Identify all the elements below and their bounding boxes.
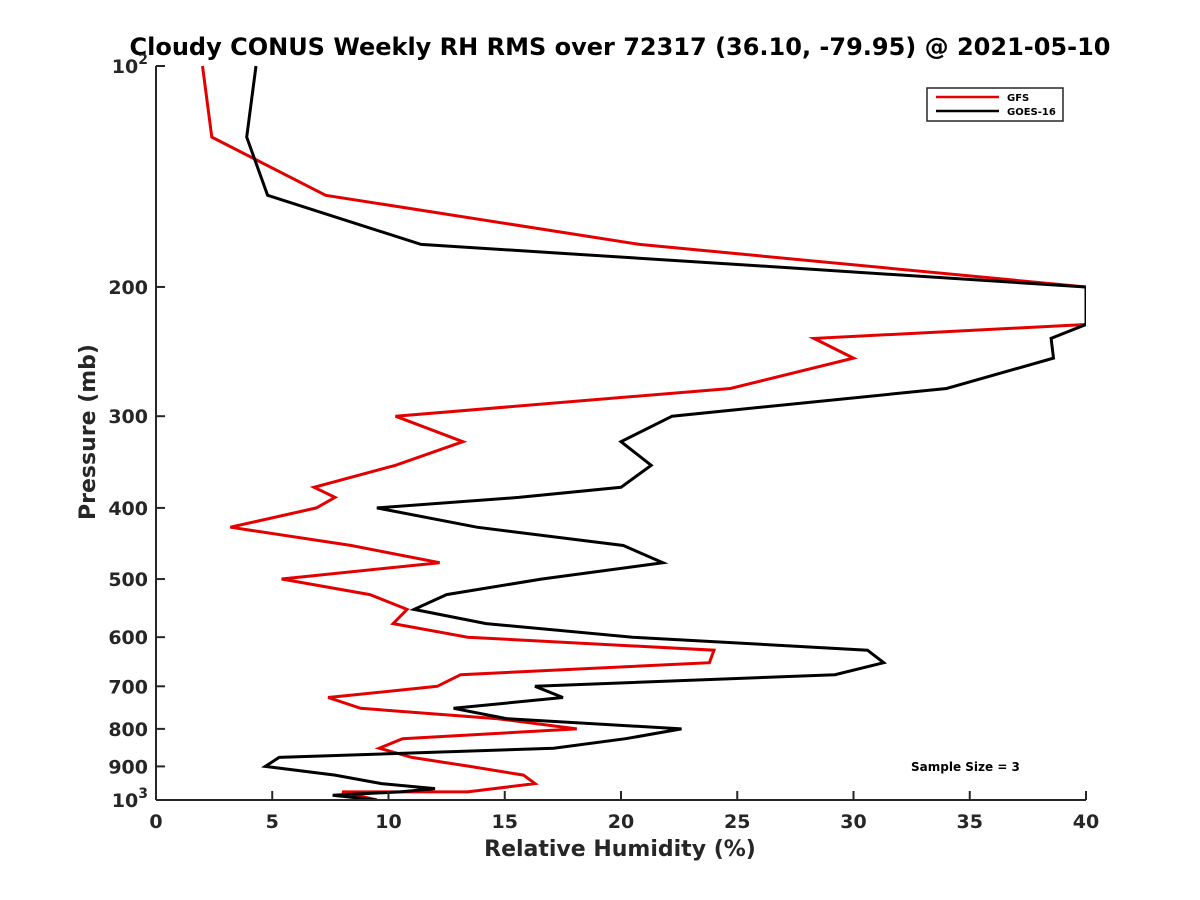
- x-tick-label: 30: [840, 811, 866, 833]
- chart-title: Cloudy CONUS Weekly RH RMS over 72317 (3…: [130, 33, 1111, 61]
- legend-label-goes-16: GOES-16: [1007, 107, 1056, 118]
- y-tick-label: 103: [112, 786, 148, 812]
- x-axis-label: Relative Humidity (%): [484, 837, 756, 862]
- legend-label-gfs: GFS: [1007, 93, 1029, 104]
- y-tick-label: 900: [108, 756, 148, 778]
- x-tick-label: 10: [375, 811, 401, 833]
- y-tick-label: 500: [108, 569, 148, 591]
- x-tick-label: 5: [266, 811, 279, 833]
- y-tick-label: 102: [112, 52, 148, 78]
- plot-lines: [201, 65, 1086, 801]
- x-tick-label: 15: [492, 811, 518, 833]
- x-tick-label: 0: [149, 811, 162, 833]
- legend: GFS GOES-16: [926, 87, 1064, 122]
- y-tick-label: 700: [108, 676, 148, 698]
- y-tick-label: 600: [108, 627, 148, 649]
- axes: 0 5 10 15 20 25 30 35 40 102 200 300 400 500 600 700 800…: [108, 52, 1099, 833]
- x-tick-label: 35: [957, 811, 983, 833]
- y-tick-label: 400: [108, 498, 148, 520]
- y-tick-label: 800: [108, 719, 148, 741]
- x-tick-label: 20: [608, 811, 634, 833]
- sample-size-annotation: Sample Size = 3: [911, 760, 1020, 774]
- x-tick-label: 40: [1073, 811, 1099, 833]
- x-tick-label: 25: [724, 811, 750, 833]
- series-line-goes-16: [245, 65, 1086, 801]
- series-line-gfs: [201, 65, 1086, 801]
- y-axis-label: Pressure (mb): [76, 344, 101, 520]
- legend-box: [926, 87, 1064, 122]
- y-tick-label: 200: [108, 277, 148, 299]
- y-tick-label: 300: [108, 406, 148, 428]
